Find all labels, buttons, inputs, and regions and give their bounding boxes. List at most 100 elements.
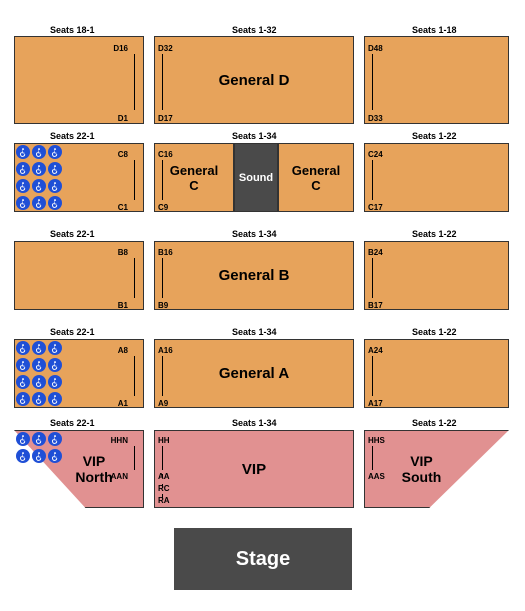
row-marker: C1 (118, 203, 128, 212)
stage: Stage (174, 528, 352, 590)
row-tick (372, 446, 373, 470)
seat-range-header: Seats 1-32 (232, 25, 277, 35)
row-marker: HHN (111, 436, 128, 445)
wheelchair-icon (32, 358, 46, 372)
section-label: VIP (242, 461, 266, 478)
section-label: VIP North (75, 453, 112, 485)
row-tick (162, 160, 163, 200)
section-label: General B (219, 267, 290, 284)
row-tick (372, 160, 373, 200)
seat-range-header: Seats 1-18 (412, 25, 457, 35)
row-tick (372, 54, 373, 110)
section-label: General A (219, 365, 289, 382)
seat-range-header: Seats 1-22 (412, 131, 457, 141)
row-tick (162, 356, 163, 396)
wheelchair-icon (32, 196, 46, 210)
wheelchair-icon (32, 179, 46, 193)
row-marker: A9 (158, 399, 168, 408)
wheelchair-icon (16, 341, 30, 355)
row-marker: B24 (368, 248, 383, 257)
wheelchair-icon (16, 162, 30, 176)
section-vip-center[interactable]: VIP (154, 430, 354, 508)
row-marker: D17 (158, 114, 173, 123)
row-marker: HH (158, 436, 170, 445)
section-a-right[interactable] (364, 339, 509, 408)
row-tick (134, 160, 135, 200)
row-marker: AAS (368, 472, 385, 481)
row-marker: HHS (368, 436, 385, 445)
wheelchair-icon (48, 375, 62, 389)
section-label: VIP South (402, 453, 442, 485)
seat-range-header: Seats 1-22 (412, 327, 457, 337)
row-marker: B8 (118, 248, 128, 257)
row-marker: A1 (118, 399, 128, 408)
row-marker: A24 (368, 346, 383, 355)
section-c-right[interactable] (364, 143, 509, 212)
row-marker: A8 (118, 346, 128, 355)
row-tick (134, 356, 135, 396)
row-marker: B17 (368, 301, 383, 310)
row-marker: D32 (158, 44, 173, 53)
row-tick (134, 258, 135, 298)
row-marker: C16 (158, 150, 173, 159)
section-d-center[interactable]: General D (154, 36, 354, 124)
row-marker: C9 (158, 203, 168, 212)
seating-chart: Seats 18-1 D16 D1 General D Seats 1-32 D32 D17… (0, 0, 525, 611)
section-a-center[interactable]: General A (154, 339, 354, 408)
wheelchair-icon (32, 375, 46, 389)
wheelchair-icon (16, 432, 30, 446)
wheelchair-icon (32, 432, 46, 446)
row-marker: RC (158, 484, 170, 493)
seat-range-header: Seats 1-22 (412, 229, 457, 239)
seat-range-header: Seats 1-34 (232, 418, 277, 428)
row-tick (372, 356, 373, 396)
section-vip-south[interactable]: VIP South (364, 430, 509, 508)
wheelchair-icon (32, 341, 46, 355)
wheelchair-icon (16, 358, 30, 372)
row-tick (134, 446, 135, 470)
row-tick (162, 258, 163, 298)
section-b-right[interactable] (364, 241, 509, 310)
section-label: Sound (239, 172, 273, 184)
wheelchair-icon (32, 145, 46, 159)
row-marker: D1 (118, 114, 128, 123)
row-marker: D33 (368, 114, 383, 123)
wheelchair-icon (16, 145, 30, 159)
section-sound[interactable]: Sound (234, 143, 278, 212)
row-marker: AAN (111, 472, 128, 481)
seat-range-header: Seats 22-1 (50, 131, 95, 141)
wheelchair-icon (32, 162, 46, 176)
wheelchair-icon (16, 375, 30, 389)
wheelchair-icon (48, 449, 62, 463)
section-d-right[interactable] (364, 36, 509, 124)
row-marker: A16 (158, 346, 173, 355)
row-marker: D16 (113, 44, 128, 53)
seat-range-header: Seats 18-1 (50, 25, 95, 35)
section-label: General C (170, 163, 218, 193)
seat-range-header: Seats 1-34 (232, 327, 277, 337)
wheelchair-icon (16, 449, 30, 463)
seat-range-header: Seats 22-1 (50, 229, 95, 239)
section-b-center[interactable]: General B (154, 241, 354, 310)
row-marker: B16 (158, 248, 173, 257)
wheelchair-icon (32, 449, 46, 463)
row-tick (162, 446, 163, 470)
seat-range-header: Seats 22-1 (50, 418, 95, 428)
wheelchair-icon (16, 392, 30, 406)
row-marker: A17 (368, 399, 383, 408)
row-marker: B9 (158, 301, 168, 310)
row-marker: C8 (118, 150, 128, 159)
stage-label: Stage (236, 548, 290, 571)
wheelchair-icon (32, 392, 46, 406)
row-marker: B1 (118, 301, 128, 310)
wheelchair-icon (48, 392, 62, 406)
wheelchair-icon (16, 196, 30, 210)
wheelchair-icon (48, 432, 62, 446)
row-marker: RA (158, 496, 170, 505)
row-marker: C17 (368, 203, 383, 212)
row-tick (372, 258, 373, 298)
section-label: General D (219, 72, 290, 89)
row-marker: C24 (368, 150, 383, 159)
section-c-center-right[interactable]: General C (278, 143, 354, 212)
seat-range-header: Seats 22-1 (50, 327, 95, 337)
